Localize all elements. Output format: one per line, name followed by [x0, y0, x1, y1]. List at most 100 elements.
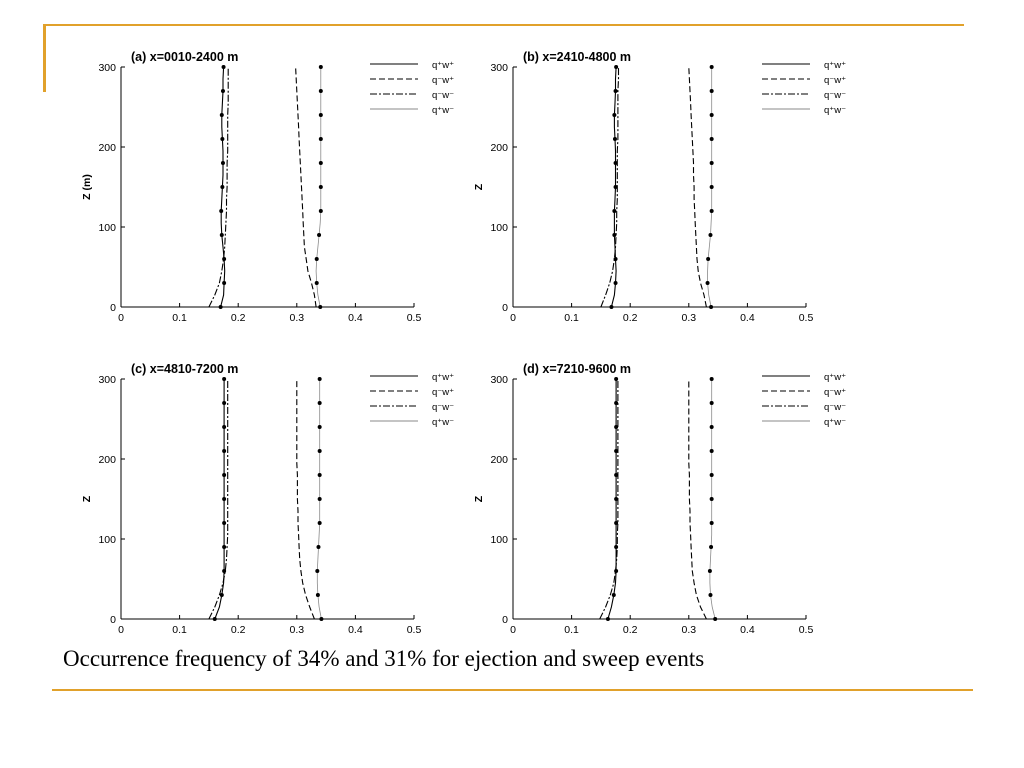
- y-tick-label: 300: [490, 62, 508, 74]
- data-point: [613, 161, 618, 165]
- data-point: [317, 497, 322, 501]
- legend-label: q⁻w⁻: [432, 402, 454, 413]
- data-point: [317, 425, 322, 429]
- x-tick-label: 0.5: [799, 312, 814, 324]
- data-point: [709, 521, 714, 525]
- series-line-3: [208, 67, 229, 308]
- chart-title: (a) x=0010-2400 m: [131, 50, 238, 64]
- data-point: [315, 569, 320, 573]
- legend-label: q⁺w⁻: [824, 417, 846, 428]
- legend-label: q⁺w⁺: [824, 372, 846, 383]
- x-tick-label: 0.2: [623, 624, 638, 636]
- data-point: [222, 425, 227, 429]
- data-point: [219, 593, 224, 597]
- y-axis-label: Z (m): [81, 174, 93, 200]
- data-point: [613, 89, 618, 93]
- y-tick-label: 100: [490, 534, 508, 546]
- chart-title: (c) x=4810-7200 m: [131, 362, 238, 376]
- legend-label: q⁺w⁺: [432, 372, 454, 383]
- y-tick-label: 100: [490, 222, 508, 234]
- data-point: [318, 89, 323, 93]
- data-point: [709, 473, 714, 477]
- data-point: [612, 137, 617, 141]
- y-tick-label: 0: [110, 614, 116, 626]
- data-point: [605, 617, 610, 621]
- accent-bottom-rule: [52, 689, 973, 691]
- data-point: [219, 113, 224, 117]
- x-tick-label: 0.5: [407, 312, 422, 324]
- data-point: [709, 161, 714, 165]
- data-point: [609, 305, 614, 309]
- x-tick-label: 0.5: [407, 624, 422, 636]
- data-point: [317, 473, 322, 477]
- data-point: [219, 209, 224, 213]
- data-point: [318, 305, 323, 309]
- data-point: [317, 449, 322, 453]
- x-tick-label: 0.2: [231, 624, 246, 636]
- data-point: [315, 593, 320, 597]
- x-tick-label: 0: [118, 312, 124, 324]
- data-point: [612, 113, 617, 117]
- data-point: [614, 521, 619, 525]
- x-tick-label: 0.3: [289, 624, 304, 636]
- legend-label: q⁻w⁺: [432, 387, 454, 398]
- legend-label: q⁺w⁻: [824, 105, 846, 116]
- x-tick-label: 0.5: [799, 624, 814, 636]
- data-point: [709, 113, 714, 117]
- chart-panel-1: 0 0.1 0.2 0.3 0.4 0.5 0 100 200 300 Z (m) (a) x=001…: [81, 50, 454, 324]
- data-point: [614, 425, 619, 429]
- data-point: [612, 209, 617, 213]
- x-tick-label: 0: [510, 312, 516, 324]
- y-tick-label: 0: [502, 614, 508, 626]
- data-point: [709, 377, 714, 381]
- data-point: [316, 545, 321, 549]
- data-point: [707, 569, 712, 573]
- data-point: [709, 425, 714, 429]
- chart-title: (b) x=2410-4800 m: [523, 50, 631, 64]
- legend-label: q⁺w⁺: [432, 60, 454, 71]
- legend-label: q⁺w⁻: [432, 417, 454, 428]
- series-line-3: [599, 379, 619, 620]
- x-tick-label: 0: [118, 624, 124, 636]
- data-point: [319, 617, 324, 621]
- data-point: [220, 161, 225, 165]
- x-tick-label: 0.4: [740, 624, 755, 636]
- x-tick-label: 0.1: [564, 312, 579, 324]
- data-point: [317, 233, 322, 237]
- data-point: [708, 593, 713, 597]
- y-axis-label: Z: [81, 495, 93, 502]
- data-point: [709, 89, 714, 93]
- data-point: [713, 617, 718, 621]
- y-tick-label: 200: [490, 142, 508, 154]
- data-point: [709, 497, 714, 501]
- chart-title: (d) x=7210-9600 m: [523, 362, 631, 376]
- legend-label: q⁺w⁻: [432, 105, 454, 116]
- accent-vertical-rule: [43, 24, 46, 92]
- data-point: [222, 449, 227, 453]
- data-point: [709, 137, 714, 141]
- y-axis-label: Z: [473, 183, 485, 190]
- data-point: [611, 593, 616, 597]
- data-point: [220, 137, 225, 141]
- data-point: [614, 401, 619, 405]
- data-point: [709, 209, 714, 213]
- slide-caption: Occurrence frequency of 34% and 31% for …: [63, 646, 705, 671]
- x-tick-label: 0.4: [740, 312, 755, 324]
- y-axis-label: Z: [473, 495, 485, 502]
- data-point: [709, 185, 714, 189]
- series-line-3: [208, 379, 229, 620]
- y-tick-label: 0: [110, 302, 116, 314]
- data-point: [222, 377, 227, 381]
- data-point: [318, 65, 323, 69]
- x-tick-label: 0.3: [681, 624, 696, 636]
- x-tick-label: 0.3: [681, 312, 696, 324]
- legend-label: q⁻w⁻: [432, 90, 454, 101]
- data-point: [318, 137, 323, 141]
- accent-top-rule: [43, 24, 964, 26]
- series-line-2: [295, 66, 317, 308]
- data-point: [222, 281, 227, 285]
- data-point: [222, 545, 227, 549]
- data-point: [317, 401, 322, 405]
- y-tick-label: 0: [502, 302, 508, 314]
- y-tick-label: 200: [98, 454, 116, 466]
